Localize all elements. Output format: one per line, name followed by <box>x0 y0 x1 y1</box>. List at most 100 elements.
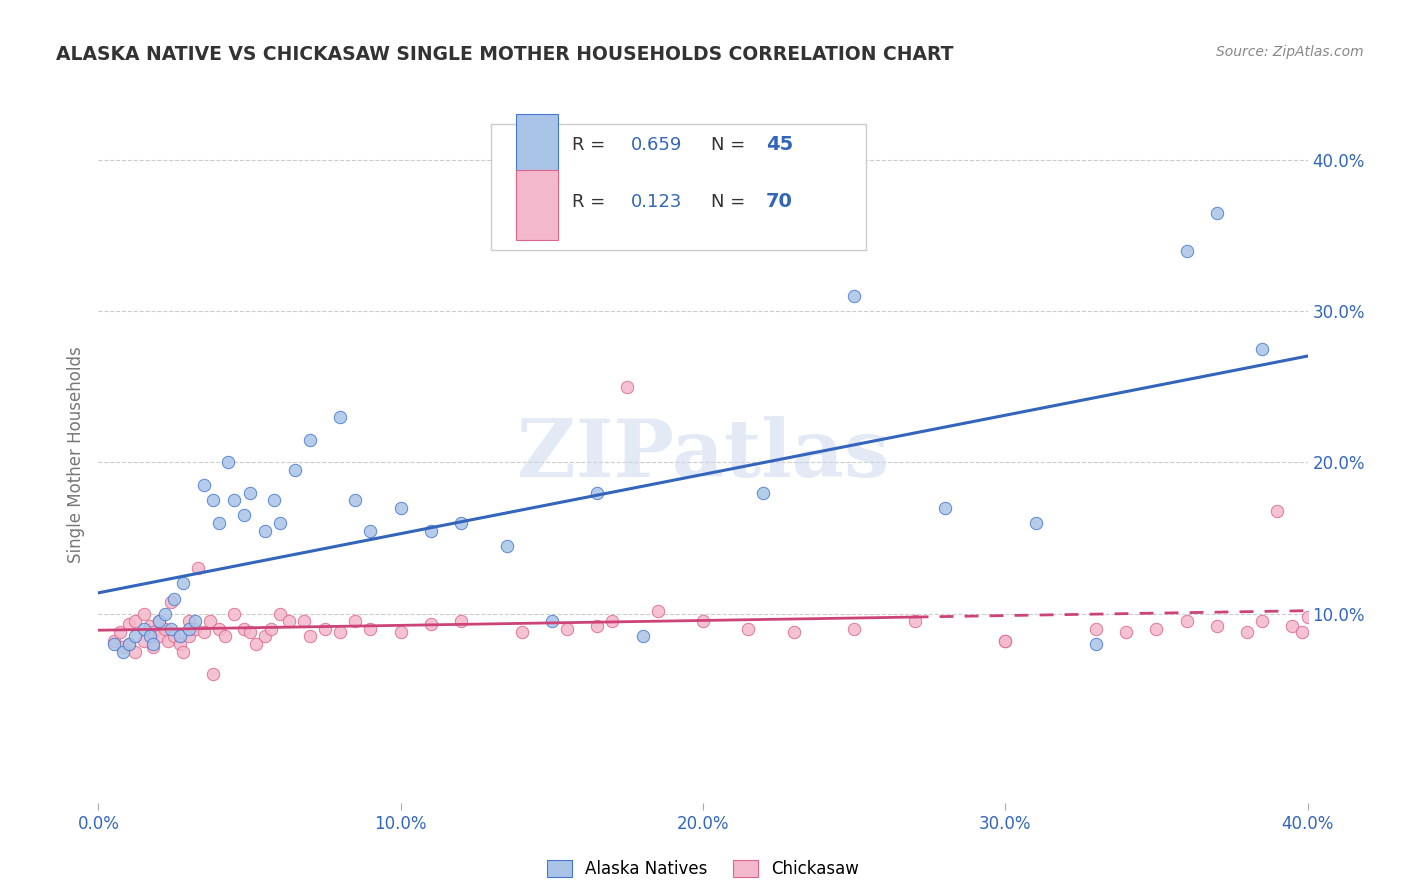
Point <box>208 622 231 636</box>
Text: ALASKA NATIVE VS CHICKASAW SINGLE MOTHER HOUSEHOLDS CORRELATION CHART: ALASKA NATIVE VS CHICKASAW SINGLE MOTHER… <box>56 45 953 63</box>
Point <box>208 516 231 530</box>
Text: R =: R = <box>572 136 606 154</box>
Point <box>284 463 307 477</box>
Point <box>692 615 714 629</box>
Point <box>232 508 254 523</box>
Point <box>299 629 322 643</box>
Y-axis label: Single Mother Households: Single Mother Households <box>66 347 84 563</box>
FancyBboxPatch shape <box>516 170 558 240</box>
Point <box>132 607 155 621</box>
Point <box>1251 342 1274 356</box>
Point <box>142 624 165 639</box>
Point <box>169 637 191 651</box>
Point <box>1251 615 1274 629</box>
Point <box>292 615 315 629</box>
Point <box>124 644 146 658</box>
Point <box>540 615 562 629</box>
Point <box>184 615 207 629</box>
Point <box>844 289 866 303</box>
Point <box>232 622 254 636</box>
Text: 0.123: 0.123 <box>630 193 682 211</box>
Point <box>586 485 609 500</box>
Point <box>184 622 207 636</box>
Point <box>450 615 472 629</box>
Text: 70: 70 <box>766 192 793 211</box>
Point <box>752 485 775 500</box>
Point <box>934 500 956 515</box>
Point <box>844 622 866 636</box>
Point <box>344 615 367 629</box>
Text: 0.659: 0.659 <box>630 136 682 154</box>
Point <box>124 629 146 643</box>
Point <box>224 493 246 508</box>
Point <box>1206 206 1229 220</box>
Point <box>602 615 624 629</box>
Point <box>586 619 609 633</box>
Point <box>510 624 533 639</box>
Point <box>245 637 267 651</box>
Point <box>118 617 141 632</box>
Point <box>160 622 183 636</box>
Point <box>111 644 134 658</box>
Point <box>1296 609 1319 624</box>
Point <box>169 629 191 643</box>
Point <box>1085 622 1108 636</box>
Point <box>994 634 1017 648</box>
Text: R =: R = <box>572 193 606 211</box>
Point <box>420 524 443 538</box>
Point <box>217 455 239 469</box>
Point <box>277 615 299 629</box>
Point <box>329 410 352 425</box>
Point <box>193 478 215 492</box>
Point <box>148 629 170 643</box>
Point <box>260 622 283 636</box>
Point <box>299 433 322 447</box>
Point <box>269 516 291 530</box>
Point <box>450 516 472 530</box>
Point <box>994 634 1017 648</box>
Point <box>495 539 517 553</box>
Point <box>1085 637 1108 651</box>
Text: Source: ZipAtlas.com: Source: ZipAtlas.com <box>1216 45 1364 59</box>
Point <box>172 576 194 591</box>
Point <box>202 667 225 681</box>
Point <box>555 622 578 636</box>
Point <box>329 624 352 639</box>
Point <box>148 615 170 629</box>
Point <box>239 624 262 639</box>
Point <box>139 629 162 643</box>
Point <box>224 607 246 621</box>
Point <box>153 622 176 636</box>
Point <box>172 644 194 658</box>
Point <box>269 607 291 621</box>
Point <box>263 493 285 508</box>
Text: N =: N = <box>711 136 745 154</box>
Point <box>118 637 141 651</box>
Point <box>153 607 176 621</box>
Point <box>103 634 125 648</box>
Point <box>108 624 131 639</box>
Point <box>187 561 209 575</box>
Point <box>904 615 927 629</box>
Point <box>1206 619 1229 633</box>
Point <box>253 629 276 643</box>
Point <box>179 629 201 643</box>
Point <box>360 622 382 636</box>
Point <box>253 524 276 538</box>
Text: ZIPatlas: ZIPatlas <box>517 416 889 494</box>
Point <box>163 629 186 643</box>
Text: N =: N = <box>711 193 745 211</box>
Text: 45: 45 <box>766 136 793 154</box>
Point <box>420 617 443 632</box>
Point <box>214 629 236 643</box>
Point <box>103 637 125 651</box>
Point <box>1024 516 1046 530</box>
Point <box>124 615 146 629</box>
Point <box>389 624 412 639</box>
Point <box>647 604 669 618</box>
Point <box>200 615 222 629</box>
Point <box>737 622 759 636</box>
FancyBboxPatch shape <box>492 124 866 250</box>
Point <box>118 637 141 651</box>
Point <box>142 640 165 654</box>
